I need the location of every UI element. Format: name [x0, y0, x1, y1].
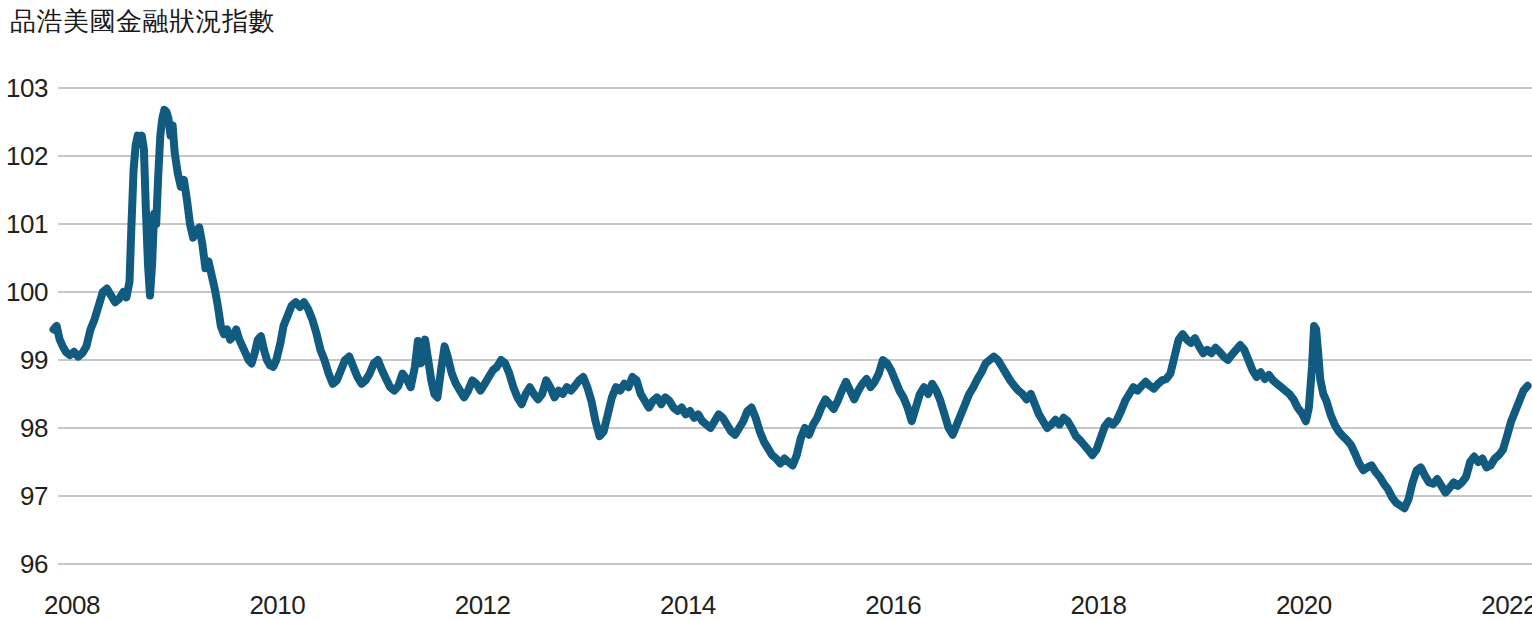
x-tick-label-2008: 2008	[44, 590, 100, 620]
series-line-0	[54, 110, 1528, 508]
y-tick-label-96: 96	[20, 549, 48, 579]
line-chart-canvas: 96 97 98 99 100 101 102 103 2008 2010 2012 2014 2016…	[0, 0, 1532, 620]
y-tick-label-103: 103	[6, 73, 48, 103]
chart-title: 品浩美國金融狀況指數	[10, 6, 275, 36]
x-tick-label-2014: 2014	[660, 590, 716, 620]
x-tick-label-2020: 2020	[1276, 590, 1332, 620]
y-tick-label-98: 98	[20, 413, 48, 443]
financial-conditions-chart: 品浩美國金融狀況指數 96979899100101102103200820102…	[0, 0, 1532, 620]
x-tick-label-2022: 2022	[1481, 590, 1532, 620]
y-tick-label-99: 99	[20, 345, 48, 375]
y-tick-label-102: 102	[6, 141, 48, 171]
y-tick-label-101: 101	[6, 209, 48, 239]
x-tick-label-2018: 2018	[1071, 590, 1127, 620]
y-tick-label-97: 97	[20, 481, 48, 511]
y-axis-tick-labels: 96 97 98 99 100 101 102 103	[6, 73, 48, 579]
x-tick-label-2012: 2012	[455, 590, 511, 620]
x-tick-label-2016: 2016	[865, 590, 921, 620]
x-tick-label-2010: 2010	[249, 590, 305, 620]
x-axis-tick-labels: 2008 2010 2012 2014 2016 2018 2020 2022	[44, 590, 1532, 620]
y-tick-label-100: 100	[6, 277, 48, 307]
